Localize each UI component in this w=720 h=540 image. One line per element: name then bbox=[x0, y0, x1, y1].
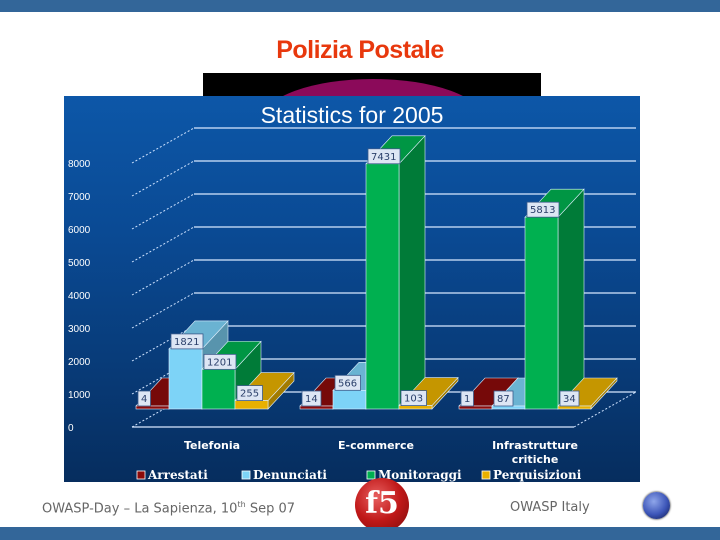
svg-text:5000: 5000 bbox=[68, 258, 91, 269]
svg-text:87: 87 bbox=[497, 394, 510, 405]
slide-title: Polizia Postale bbox=[276, 36, 444, 64]
footer-org-text: OWASP Italy bbox=[510, 500, 590, 515]
svg-text:4: 4 bbox=[141, 394, 147, 405]
svg-text:1201: 1201 bbox=[207, 357, 232, 368]
svg-text:4000: 4000 bbox=[68, 291, 91, 302]
chart-canvas: 0100020003000400050006000700080004182112… bbox=[68, 127, 637, 482]
svg-text:critiche: critiche bbox=[512, 453, 559, 466]
f5-logo-icon: f5 bbox=[355, 478, 409, 532]
svg-text:255: 255 bbox=[240, 389, 259, 400]
svg-text:0: 0 bbox=[68, 423, 74, 434]
footer-event-text: OWASP-Day – La Sapienza, 10th Sep 07 bbox=[42, 500, 295, 516]
top-band bbox=[0, 0, 720, 12]
footer-event-end: Sep 07 bbox=[245, 501, 295, 517]
svg-text:1821: 1821 bbox=[174, 337, 199, 348]
svg-text:5813: 5813 bbox=[530, 205, 555, 216]
svg-text:3000: 3000 bbox=[68, 324, 91, 335]
svg-text:7431: 7431 bbox=[371, 152, 396, 163]
footer-event-sup: th bbox=[237, 500, 246, 509]
svg-text:2000: 2000 bbox=[68, 357, 91, 368]
svg-text:8000: 8000 bbox=[68, 159, 91, 170]
footer-event-main: OWASP-Day – La Sapienza, 10 bbox=[42, 501, 238, 517]
svg-text:14: 14 bbox=[305, 394, 318, 405]
chart-title: Statistics for 2005 bbox=[260, 102, 444, 128]
svg-text:103: 103 bbox=[404, 394, 423, 405]
photo-strip bbox=[203, 73, 541, 99]
svg-text:7000: 7000 bbox=[68, 192, 91, 203]
bar-chart: 0 1000 2000 3000 4000 5000 6000 7000 8000 4 1821 12… bbox=[64, 96, 640, 482]
owasp-globe-icon bbox=[643, 492, 670, 519]
svg-text:1: 1 bbox=[464, 394, 470, 405]
svg-text:Perquisizioni: Perquisizioni bbox=[493, 468, 582, 482]
svg-text:Telefonia: Telefonia bbox=[184, 439, 240, 452]
bottom-band bbox=[0, 527, 720, 540]
svg-text:1000: 1000 bbox=[68, 390, 91, 401]
svg-text:6000: 6000 bbox=[68, 225, 91, 236]
svg-text:Infrastrutture: Infrastrutture bbox=[492, 439, 578, 452]
svg-text:E-commerce: E-commerce bbox=[338, 439, 414, 452]
svg-text:34: 34 bbox=[563, 394, 576, 405]
svg-text:Arrestati: Arrestati bbox=[147, 468, 208, 482]
svg-text:Monitoraggi: Monitoraggi bbox=[378, 468, 462, 482]
svg-text:566: 566 bbox=[338, 378, 357, 389]
svg-text:Denunciati: Denunciati bbox=[253, 468, 327, 482]
